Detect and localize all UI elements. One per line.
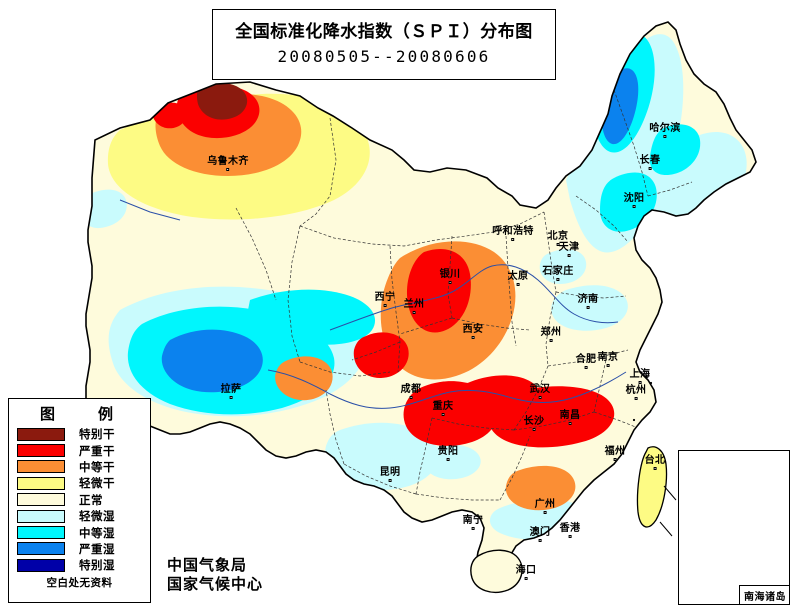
- legend-label: 轻微湿: [79, 509, 115, 524]
- legend-swatch: [17, 444, 65, 458]
- wet-region-tibet-arm: [248, 289, 376, 345]
- legend-label: 中等干: [79, 459, 115, 474]
- wet-region-tibet-severe: [161, 329, 263, 393]
- china-national-outline: [85, 21, 757, 579]
- map-title-box: 全国标准化降水指数（ＳＰＩ）分布图 20080505--20080606: [212, 9, 556, 80]
- title-date-range: 20080505--20080606: [277, 47, 491, 67]
- legend-box: 图 例 特别干 严重干 中等干轻微干 正常轻微湿 中等湿 严重湿特别湿 空白处无资料: [8, 398, 151, 603]
- legend-row: 轻微湿: [17, 508, 150, 524]
- legend-footnote: 空白处无资料: [46, 576, 113, 589]
- legend-swatch: [17, 460, 65, 474]
- hainan-island: [470, 549, 523, 594]
- dry-region-sichuan-border-moderate: [275, 356, 333, 401]
- legend-label: 正常: [79, 492, 103, 507]
- page-title: 全国标准化降水指数（ＳＰＩ）分布图: [235, 21, 533, 42]
- legend-row: 轻微干: [17, 475, 150, 491]
- legend-label: 轻微干: [79, 476, 115, 491]
- dry-region-xinjiang-extreme: [196, 82, 248, 120]
- legend-row: 特别湿: [17, 557, 150, 573]
- wet-region-shijiazhuang: [539, 249, 587, 284]
- legend-swatch: [17, 526, 65, 540]
- legend-row: 中等干: [17, 459, 150, 475]
- legend-row: 中等湿: [17, 524, 150, 540]
- legend-row: 严重干: [17, 442, 150, 458]
- dry-region-guangdong-moderate: [505, 465, 576, 511]
- legend-swatch: [17, 509, 65, 523]
- wet-region-guizhou: [424, 444, 481, 480]
- credit-line-2: 国家气候中心: [167, 574, 264, 593]
- yellow-river: [329, 264, 619, 331]
- legend-label: 严重湿: [79, 541, 115, 556]
- wet-region-nw-corner: [86, 189, 127, 229]
- legend-swatch: [17, 558, 65, 572]
- south-china-sea-inset: 南海诸岛: [678, 450, 790, 605]
- legend-swatch: [17, 493, 65, 507]
- agency-credit: 中国气象局 国家气候中心: [167, 556, 263, 594]
- dry-region-yangtze-strip: [458, 375, 539, 412]
- legend-label: 严重干: [79, 443, 115, 458]
- spi-dry-layer: [107, 82, 615, 511]
- legend-swatch: [17, 427, 65, 441]
- taiwan-island: [636, 446, 668, 528]
- wet-region-yunnan: [325, 422, 439, 490]
- legend-row: 正常: [17, 492, 150, 508]
- legend-heading: 图 例: [39, 405, 127, 423]
- rivers: [119, 199, 627, 409]
- dry-region-ningxia-severe: [406, 248, 471, 333]
- coastal-islets: [632, 375, 653, 422]
- legend-row: 特别干: [17, 426, 150, 442]
- legend-rows: 特别干 严重干 中等干轻微干 正常轻微湿 中等湿 严重湿特别湿: [9, 426, 150, 574]
- legend-swatch: [17, 476, 65, 490]
- credit-line-1: 中国气象局: [167, 556, 248, 574]
- legend-row: 严重湿: [17, 541, 150, 557]
- legend-label: 特别湿: [79, 558, 115, 573]
- legend-label: 特别干: [79, 427, 115, 442]
- yangtze-river: [267, 369, 627, 409]
- legend-swatch: [17, 542, 65, 556]
- inset-label: 南海诸岛: [739, 585, 789, 604]
- wet-region-shandong: [551, 285, 628, 331]
- province-boundaries: [235, 89, 693, 501]
- strait-marks: [659, 485, 677, 537]
- wet-region-ne-east-moderate: [649, 124, 701, 176]
- legend-label: 中等湿: [79, 525, 115, 540]
